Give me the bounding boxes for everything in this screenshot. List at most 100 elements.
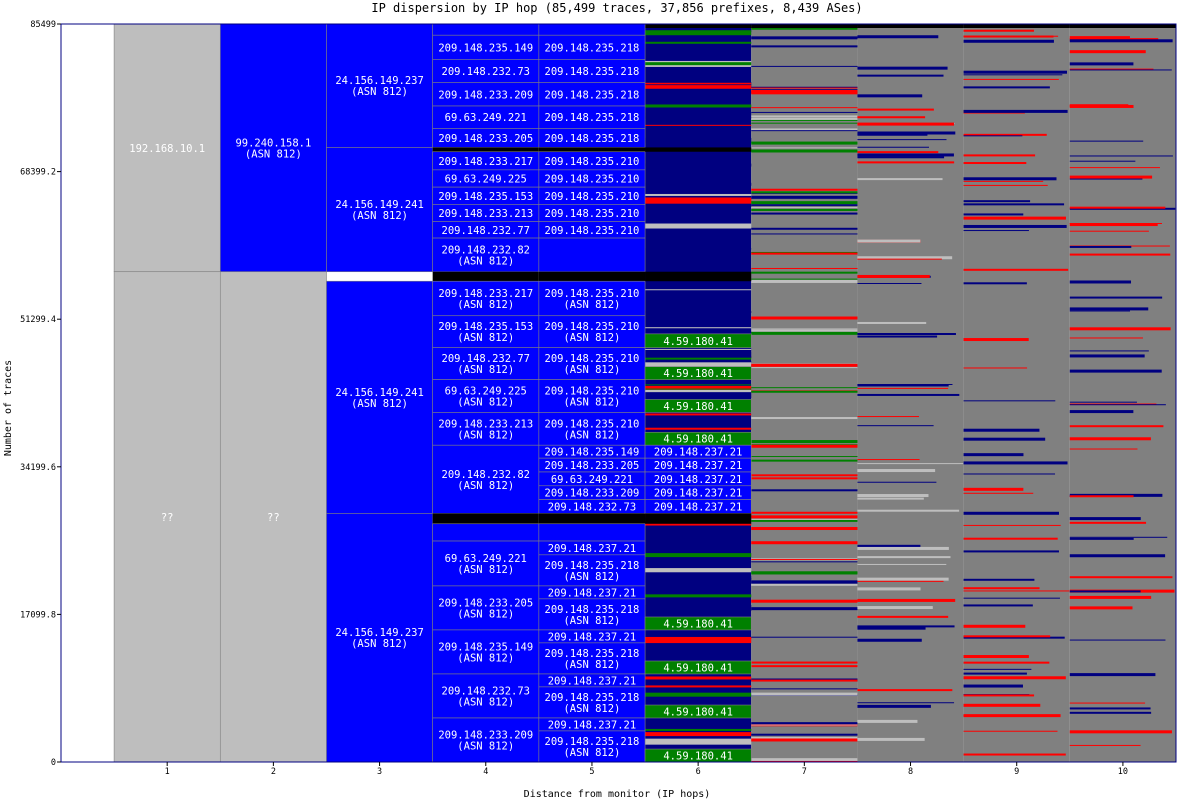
hop-8-stripe [857, 580, 944, 582]
hop-6-segment-label: 209.148.237.21 [654, 460, 743, 472]
hop-2-segment [219, 23, 327, 273]
hop-4-segment-label: (ASN 812) [457, 255, 514, 267]
hop-5-segment-label: (ASN 812) [563, 703, 620, 715]
hop-6-stripe [645, 289, 752, 291]
hop-5-segment-label: 209.148.235.210 [545, 288, 640, 300]
hop-8-stripe [857, 463, 964, 465]
hop-5-segment [538, 23, 646, 36]
y-tick-label: 85499 [30, 20, 56, 30]
hop-9-stripe [963, 635, 1051, 638]
hop-6-segment [644, 616, 752, 631]
hop-1-segment-label: 192.168.10.1 [129, 143, 205, 155]
hop-10-top-band [1069, 24, 1176, 28]
hop-4-segment-label: 69.63.249.225 [445, 173, 527, 185]
hop-7-stripe [751, 279, 858, 283]
hop-4-segment-label: 69.63.249.221 [445, 553, 527, 565]
hop-8-stripe [857, 384, 949, 387]
hop-4-segment-label: (ASN 812) [457, 299, 514, 311]
hop-10-stripe [1069, 744, 1141, 746]
hop-9-stripe [963, 200, 1031, 203]
hop-8-stripe [857, 425, 934, 427]
hop-5-segment-label: 209.148.237.21 [548, 675, 637, 687]
hop-8-stripe [857, 122, 954, 126]
hop-4-segment-label: (ASN 812) [457, 740, 514, 752]
hop-8-stripe [857, 509, 960, 512]
y-axis-label: Number of traces [3, 360, 14, 456]
hop-7-stripe [751, 251, 858, 253]
hop-5-segment-label: 209.148.237.21 [548, 719, 637, 731]
hop-7-stripe [751, 511, 858, 514]
hop-5-segment-label: (ASN 812) [563, 615, 620, 627]
x-axis-label: Distance from monitor (IP hops) [524, 789, 711, 800]
hop-4-segment [432, 523, 540, 542]
hop-3-segment [326, 23, 433, 148]
hop-6-stripe [645, 676, 752, 680]
hop-10-stripe [1069, 401, 1137, 403]
hop-5-segment [538, 598, 646, 631]
hop-10-stripe [1069, 711, 1152, 714]
hop-9-stripe [963, 184, 1048, 186]
hop-3-segment-label: (ASN 812) [351, 638, 408, 650]
hop-6-stripe [645, 30, 752, 36]
hop-6-segment [644, 399, 752, 413]
hop-9-stripe [963, 487, 1024, 491]
hop-4-segment-label: (ASN 812) [457, 696, 514, 708]
hop-6-stripe [645, 351, 752, 358]
hop-7-stripe [751, 541, 858, 545]
hop-4-segment [432, 379, 540, 413]
hop-7-stripe [751, 92, 858, 95]
hop-6-segment [644, 704, 752, 719]
hop-9-stripe [963, 367, 1028, 369]
hop-9-stripe [963, 35, 1059, 37]
hop-9-stripe [963, 437, 1046, 441]
hop-4-segment-label: 209.148.232.77 [442, 353, 531, 365]
hop-8-stripe [857, 108, 934, 111]
hop-6-segment-label: 4.59.180.41 [663, 618, 733, 630]
hop-4-segment-label: 209.148.233.217 [438, 288, 533, 300]
hop-9-stripe [963, 74, 1063, 76]
hop-9-stripe [963, 668, 1032, 670]
hop-7-stripe [751, 489, 858, 492]
hop-10-stripe [1069, 167, 1160, 169]
hop-6-segment-label: 4.59.180.41 [663, 662, 733, 674]
hop-10-stripe [1069, 223, 1158, 227]
hop-5-segment-label: (ASN 812) [563, 659, 620, 671]
hop-6-stripe [645, 413, 752, 416]
hop-10-stripe [1069, 730, 1172, 734]
hop-7-stripe [751, 267, 858, 269]
hop-6-stripe [645, 62, 752, 66]
hop-5-segment-label: 209.148.235.218 [545, 42, 640, 54]
hop-2-segment [219, 271, 327, 763]
hop-10-stripe [1069, 230, 1149, 232]
hop-9-stripe [963, 473, 1056, 475]
hop-6-stripe [645, 137, 752, 143]
hop-7-stripe [751, 527, 858, 531]
hop-6-stripe [645, 685, 752, 688]
hop-10-stripe [1069, 403, 1157, 405]
hop-8-stripe [857, 689, 953, 692]
hop-4-segment [432, 444, 540, 514]
hop-7-stripe [751, 252, 858, 255]
hop-7-stripe [751, 26, 858, 30]
hop-8-stripe [857, 416, 920, 418]
hop-4-segment-label: 209.148.233.205 [438, 597, 533, 609]
chart-title: IP dispersion by IP hop (85,499 traces, … [371, 1, 862, 15]
x-tick-label: 8 [908, 767, 913, 777]
hop-7-stripe [751, 86, 858, 88]
hop-4-segment [432, 540, 540, 587]
hop-7-stripe [751, 722, 858, 726]
hop-4-segment-label: (ASN 812) [457, 480, 514, 492]
hop-10-stripe [1069, 350, 1149, 352]
hop-8-stripe [857, 702, 955, 704]
hop-7-stripe [751, 87, 858, 89]
hop-7-stripe [751, 417, 858, 420]
hop-6-stripe [645, 569, 752, 573]
hop-9-stripe [963, 428, 1040, 432]
hop-7-stripe [751, 572, 858, 575]
hop-6-stripe [645, 637, 752, 644]
hop-9-stripe [963, 492, 1034, 494]
hop-4-segment [432, 347, 540, 380]
hop-7-stripe [751, 201, 858, 205]
hop-7-stripe [751, 688, 858, 690]
